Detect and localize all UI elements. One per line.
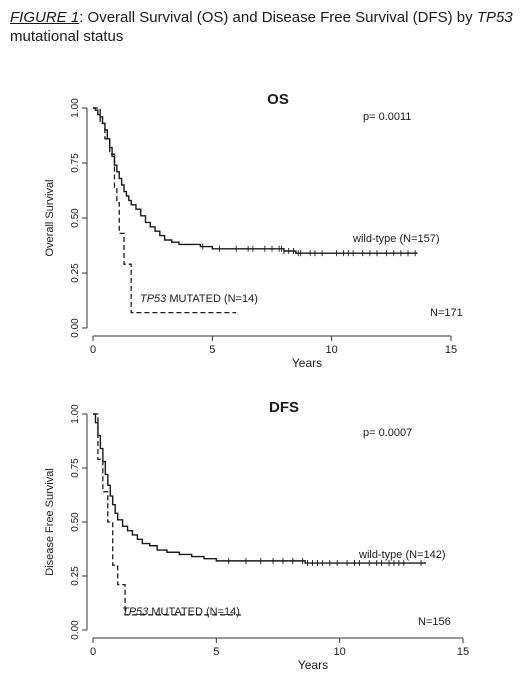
os-x-tick-label: 5	[209, 344, 215, 356]
dfs-label-mutated-text: MUTATED (N=14)	[148, 606, 240, 618]
os-y-tick-label: 0.00	[70, 318, 81, 338]
dfs-y-tick-label: 0.00	[70, 620, 81, 640]
caption-gene: TP53	[476, 9, 513, 26]
caption-text-2: mutational status	[10, 28, 124, 45]
dfs-x-axis-title: Years	[298, 658, 328, 672]
os-y-tick-label: 1.00	[70, 98, 81, 118]
dfs-curve-mutated	[93, 413, 241, 616]
os-curve-wild-type	[93, 107, 418, 254]
dfs-y-tick-label: 0.75	[70, 458, 81, 478]
caption-text-1: : Overall Survival (OS) and Disease Free…	[79, 9, 477, 26]
os-x-axis-title: Years	[292, 356, 322, 370]
os-label-mutated: TP53 MUTATED (N=14)	[140, 293, 258, 305]
os-y-axis-title: Overall Survival	[44, 179, 56, 256]
os-chart-title: OS	[267, 91, 289, 108]
os-x-tick-label: 0	[90, 344, 96, 356]
dfs-label-mutated: TP53 MUTATED (N=14)	[122, 606, 240, 618]
os-curve-mutated	[93, 107, 237, 314]
os-label-gene: TP53	[140, 293, 167, 305]
dfs-total-n: N=156	[418, 616, 451, 628]
os-x-tick-label: 10	[326, 344, 338, 356]
figure-number: FIGURE 1	[10, 9, 80, 26]
dfs-x-tick-label: 10	[334, 646, 346, 658]
dfs-y-tick-label: 0.25	[70, 566, 81, 586]
dfs-x-tick-label: 15	[457, 646, 469, 658]
dfs-x-tick-label: 0	[90, 646, 96, 658]
figure-caption: FIGURE 1: Overall Survival (OS) and Dise…	[10, 8, 515, 46]
dfs-chart: 0.00 0.25 0.50 0.75 1.00 0 5 10 15 Years Disease F…	[44, 399, 469, 672]
dfs-y-axis-title: Disease Free Survival	[44, 468, 56, 576]
dfs-y-tick-label: 0.50	[70, 512, 81, 532]
dfs-chart-title: DFS	[269, 399, 299, 416]
os-y-tick-label: 0.50	[70, 208, 81, 228]
os-y-tick-label: 0.25	[70, 263, 81, 283]
dfs-label-gene: TP53	[122, 606, 149, 618]
os-label-mutated-text: MUTATED (N=14)	[166, 293, 258, 305]
os-total-n: N=171	[430, 307, 463, 319]
dfs-label-wild-type: wild-type (N=142)	[358, 549, 446, 561]
dfs-x-tick-label: 5	[213, 646, 219, 658]
dfs-p-value: p= 0.0007	[363, 427, 412, 439]
os-chart: 0.00 0.25 0.50 0.75 1.00 0 5 10 15 Years Overall S…	[44, 91, 463, 370]
dfs-y-tick-label: 1.00	[70, 404, 81, 424]
os-p-value: p= 0.0011	[363, 111, 411, 123]
os-x-tick-label: 15	[445, 344, 457, 356]
os-y-tick-label: 0.75	[70, 153, 81, 173]
os-label-wild-type: wild-type (N=157)	[352, 233, 440, 245]
dfs-curve-wild-type	[93, 413, 426, 564]
